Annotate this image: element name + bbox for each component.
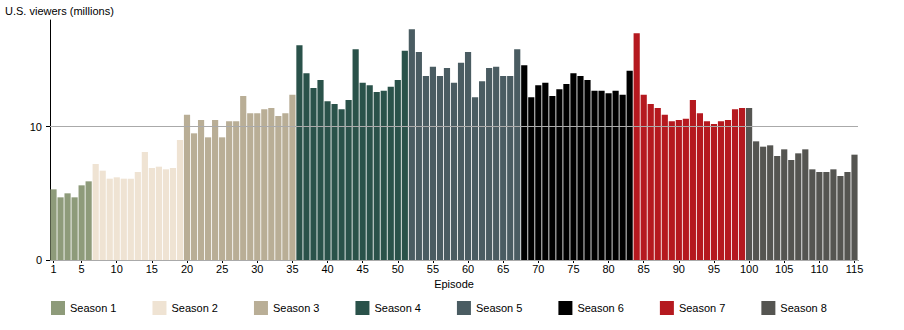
svg-text:U.S. viewers (millions): U.S. viewers (millions) — [5, 5, 114, 17]
svg-text:30: 30 — [251, 263, 263, 275]
svg-text:10: 10 — [111, 263, 123, 275]
svg-text:80: 80 — [602, 263, 614, 275]
svg-text:50: 50 — [392, 263, 404, 275]
svg-text:Season 6: Season 6 — [577, 302, 623, 314]
svg-text:25: 25 — [216, 263, 228, 275]
svg-text:Episode: Episode — [434, 278, 474, 290]
svg-text:85: 85 — [638, 263, 650, 275]
svg-text:Season 1: Season 1 — [70, 302, 116, 314]
svg-text:70: 70 — [532, 263, 544, 275]
svg-text:Season 2: Season 2 — [171, 302, 217, 314]
svg-text:5: 5 — [79, 263, 85, 275]
svg-text:90: 90 — [673, 263, 685, 275]
svg-text:1: 1 — [50, 263, 56, 275]
svg-text:0: 0 — [36, 254, 42, 266]
svg-text:95: 95 — [708, 263, 720, 275]
svg-text:Season 5: Season 5 — [476, 302, 522, 314]
svg-text:20: 20 — [181, 263, 193, 275]
svg-text:45: 45 — [357, 263, 369, 275]
svg-text:15: 15 — [146, 263, 158, 275]
svg-text:115: 115 — [846, 263, 864, 275]
svg-text:75: 75 — [567, 263, 579, 275]
svg-text:10: 10 — [30, 121, 42, 133]
svg-text:55: 55 — [427, 263, 439, 275]
svg-text:60: 60 — [462, 263, 474, 275]
svg-text:Season 7: Season 7 — [679, 302, 725, 314]
svg-text:110: 110 — [811, 263, 829, 275]
svg-text:35: 35 — [286, 263, 298, 275]
svg-text:100: 100 — [740, 263, 758, 275]
svg-text:Season 4: Season 4 — [374, 302, 420, 314]
svg-text:Season 8: Season 8 — [780, 302, 826, 314]
svg-text:65: 65 — [497, 263, 509, 275]
svg-text:40: 40 — [321, 263, 333, 275]
svg-text:Season 3: Season 3 — [273, 302, 319, 314]
svg-text:105: 105 — [775, 263, 793, 275]
